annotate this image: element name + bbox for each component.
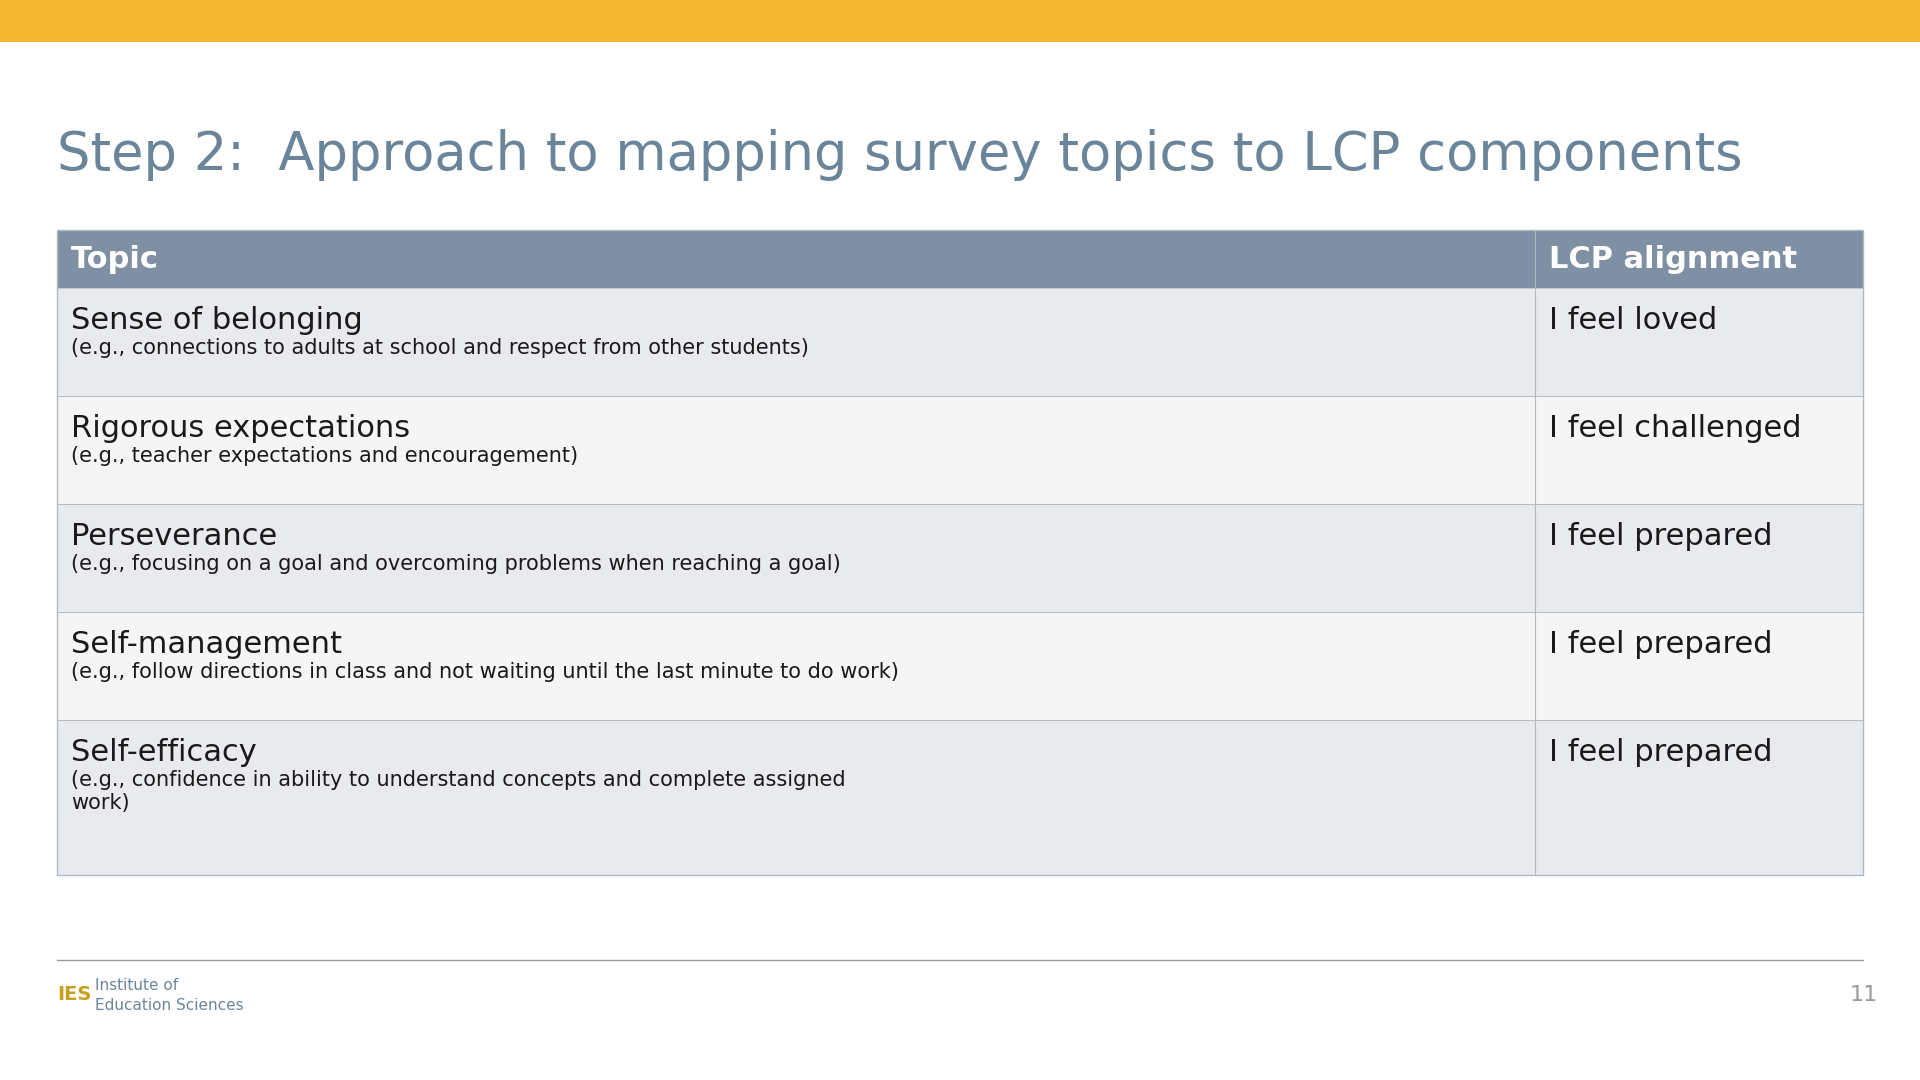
Bar xyxy=(58,396,1534,504)
Text: (e.g., connections to adults at school and respect from other students): (e.g., connections to adults at school a… xyxy=(71,338,808,357)
Text: Education Sciences: Education Sciences xyxy=(94,998,244,1013)
Text: (e.g., follow directions in class and not waiting until the last minute to do wo: (e.g., follow directions in class and no… xyxy=(71,662,899,681)
Text: (e.g., teacher expectations and encouragement): (e.g., teacher expectations and encourag… xyxy=(71,446,578,465)
Text: IES: IES xyxy=(58,985,92,1004)
Bar xyxy=(58,230,1862,875)
Bar xyxy=(1534,612,1862,720)
Text: (e.g., focusing on a goal and overcoming problems when reaching a goal): (e.g., focusing on a goal and overcoming… xyxy=(71,554,841,573)
Bar xyxy=(1534,720,1862,875)
Bar xyxy=(58,720,1534,875)
Bar xyxy=(1534,396,1862,504)
Text: Self-management: Self-management xyxy=(71,630,342,659)
Text: (e.g., confidence in ability to understand concepts and complete assigned
work): (e.g., confidence in ability to understa… xyxy=(71,770,845,813)
Text: I feel prepared: I feel prepared xyxy=(1549,630,1772,659)
Text: LCP alignment: LCP alignment xyxy=(1549,244,1797,273)
Bar xyxy=(58,230,1534,288)
Bar xyxy=(0,0,1920,42)
Bar xyxy=(1534,288,1862,396)
Text: Sense of belonging: Sense of belonging xyxy=(71,306,363,335)
Text: Topic: Topic xyxy=(71,244,159,273)
Bar xyxy=(58,288,1534,396)
Text: I feel prepared: I feel prepared xyxy=(1549,738,1772,767)
Bar xyxy=(1534,230,1862,288)
Text: Step 2:  Approach to mapping survey topics to LCP components: Step 2: Approach to mapping survey topic… xyxy=(58,129,1743,181)
Text: Perseverance: Perseverance xyxy=(71,522,276,551)
Text: I feel challenged: I feel challenged xyxy=(1549,414,1801,443)
Bar xyxy=(1534,504,1862,612)
Text: Self-efficacy: Self-efficacy xyxy=(71,738,257,767)
Bar xyxy=(58,612,1534,720)
Text: I feel loved: I feel loved xyxy=(1549,306,1716,335)
Bar xyxy=(58,504,1534,612)
Text: Institute of: Institute of xyxy=(94,977,179,993)
Text: I feel prepared: I feel prepared xyxy=(1549,522,1772,551)
Text: Rigorous expectations: Rigorous expectations xyxy=(71,414,411,443)
Text: 11: 11 xyxy=(1849,985,1878,1005)
